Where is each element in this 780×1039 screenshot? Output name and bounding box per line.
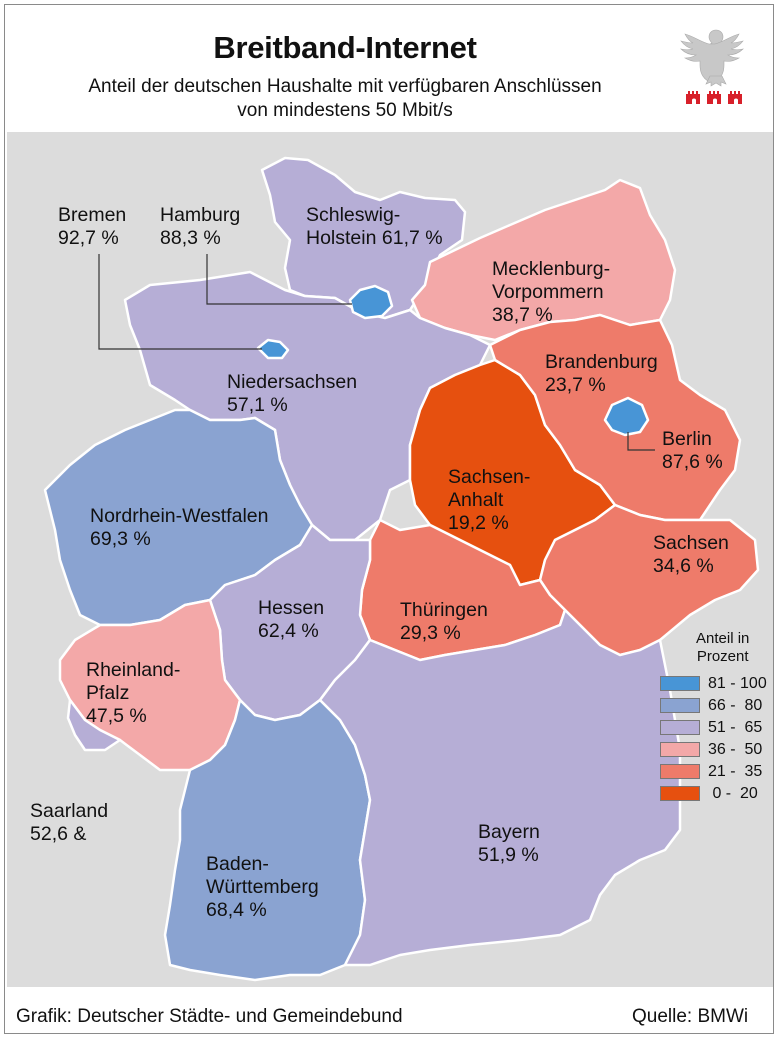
region-bremen xyxy=(256,338,290,360)
label-sachsen: Sachsen 34,6 % xyxy=(653,532,729,578)
state-name-line2: Anhalt xyxy=(448,489,504,511)
state-value: 57,1 % xyxy=(227,394,288,416)
state-name: Thüringen xyxy=(400,599,488,621)
state-name-line2: Holstein xyxy=(306,227,377,249)
state-name: Niedersachsen xyxy=(227,371,358,393)
state-name: Sachsen- xyxy=(448,466,531,488)
legend-range: 21 - 35 xyxy=(708,762,763,780)
label-thueringen: Thüringen 29,3 % xyxy=(400,599,488,645)
state-value: 38,7 % xyxy=(492,304,553,326)
state-name: Brandenburg xyxy=(545,351,658,373)
label-rheinland-pfalz: Rheinland- Pfalz 47,5 % xyxy=(86,659,180,728)
legend-swatch xyxy=(660,676,700,691)
legend-item: 81 - 100 xyxy=(660,675,767,692)
subtitle-line-2: von mindestens 50 Mbit/s xyxy=(237,100,453,121)
region-hamburg xyxy=(348,284,394,320)
legend-item: 51 - 65 xyxy=(660,719,762,736)
state-name: Hamburg xyxy=(160,204,241,226)
label-nordrhein-westfalen: Nordrhein-Westfalen 69,3 % xyxy=(90,505,268,551)
legend-swatch xyxy=(660,698,700,713)
state-name: Sachsen xyxy=(653,532,729,554)
legend-swatch xyxy=(660,720,700,735)
label-hessen: Hessen 62,4 % xyxy=(258,597,324,643)
state-name-line2: Württemberg xyxy=(206,876,319,898)
state-value: 69,3 % xyxy=(90,528,151,550)
leader-line-hamburg xyxy=(206,254,352,305)
leader-line-berlin xyxy=(627,432,655,451)
state-name: Rheinland- xyxy=(86,659,181,681)
state-value: 92,7 % xyxy=(58,227,119,249)
legend-title-line-2: Prozent xyxy=(696,648,749,665)
label-bremen: Bremen 92,7 % xyxy=(58,204,126,250)
legend-range: 81 - 100 xyxy=(708,674,767,692)
state-value: 23,7 % xyxy=(545,374,606,396)
state-name: Mecklenburg- xyxy=(492,258,611,280)
label-niedersachsen: Niedersachsen 57,1 % xyxy=(227,371,357,417)
state-value: 34,6 % xyxy=(653,555,714,577)
state-name: Saarland xyxy=(30,800,109,822)
legend-range: 0 - 20 xyxy=(708,784,758,802)
leader-line-bremen xyxy=(98,254,262,350)
legend-range: 36 - 50 xyxy=(708,740,763,758)
legend-item: 21 - 35 xyxy=(660,763,762,780)
page-title: Breitband-Internet xyxy=(213,30,477,65)
legend-item: 0 - 20 xyxy=(660,785,758,802)
legend-range: 51 - 65 xyxy=(708,718,763,736)
state-value: 62,4 % xyxy=(258,620,319,642)
label-hamburg: Hamburg 88,3 % xyxy=(160,204,240,250)
legend-title: Anteil in Prozent xyxy=(696,630,749,666)
legend-item: 66 - 80 xyxy=(660,697,762,714)
state-name: Nordrhein-Westfalen xyxy=(90,505,269,527)
state-value: 52,6 & xyxy=(30,823,87,845)
state-name: Baden- xyxy=(206,853,269,875)
state-name-line2: Pfalz xyxy=(86,682,130,704)
source: Quelle: BMWi xyxy=(632,1006,749,1027)
label-baden-wuerttemberg: Baden- Württemberg 68,4 % xyxy=(206,853,319,922)
state-value: 29,3 % xyxy=(400,622,461,644)
region-bayern xyxy=(318,608,682,967)
legend-title-line-1: Anteil in xyxy=(696,630,750,647)
label-berlin: Berlin 87,6 % xyxy=(662,428,723,474)
label-mecklenburg-vorpommern: Mecklenburg- Vorpommern 38,7 % xyxy=(492,258,610,327)
state-value: 19,2 % xyxy=(448,512,509,534)
legend-item: 36 - 50 xyxy=(660,741,762,758)
legend-range: 66 - 80 xyxy=(708,696,763,714)
state-value: 47,5 % xyxy=(86,705,147,727)
legend-swatch xyxy=(660,786,700,801)
label-brandenburg: Brandenburg 23,7 % xyxy=(545,351,658,397)
credit: Grafik: Deutscher Städte- und Gemeindebu… xyxy=(16,1006,403,1027)
state-name: Schleswig- xyxy=(306,204,401,226)
label-sachsen-anhalt: Sachsen- Anhalt 19,2 % xyxy=(448,466,530,535)
federal-eagle-logo-icon xyxy=(680,29,744,104)
subtitle-line-1: Anteil der deutschen Haushalte mit verfü… xyxy=(88,76,602,97)
legend-swatch xyxy=(660,764,700,779)
label-schleswig-holstein: Schleswig- Holstein 61,7 % xyxy=(306,204,443,250)
label-saarland: Saarland 52,6 & xyxy=(30,800,108,846)
state-value: 51,9 % xyxy=(478,844,539,866)
state-name: Hessen xyxy=(258,597,325,619)
label-bayern: Bayern 51,9 % xyxy=(478,821,540,867)
state-name: Bayern xyxy=(478,821,540,843)
state-name-line2: Vorpommern xyxy=(492,281,604,303)
region-saarland xyxy=(66,698,122,752)
region-berlin xyxy=(603,396,650,437)
state-name: Berlin xyxy=(662,428,712,450)
state-name: Bremen xyxy=(58,204,127,226)
state-value: 87,6 % xyxy=(662,451,723,473)
legend-swatch xyxy=(660,742,700,757)
state-value: 61,7 % xyxy=(381,227,443,249)
state-value: 68,4 % xyxy=(206,899,267,921)
state-value: 88,3 % xyxy=(160,227,221,249)
